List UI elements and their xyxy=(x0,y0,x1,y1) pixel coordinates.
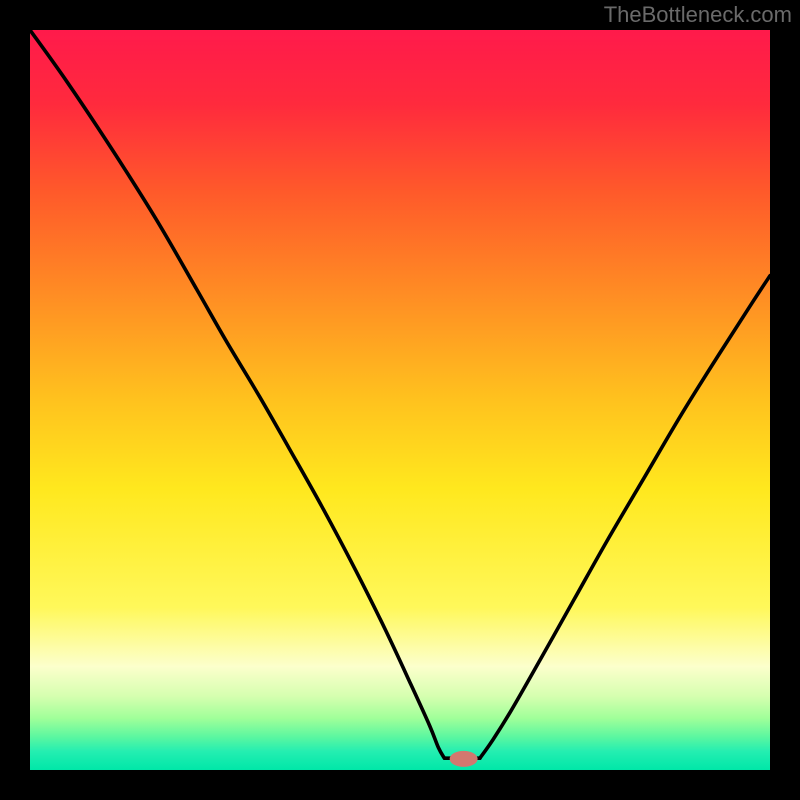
watermark-text: TheBottleneck.com xyxy=(604,2,792,28)
plot-area xyxy=(30,30,770,770)
optimal-point-marker xyxy=(450,751,478,767)
chart-svg xyxy=(30,30,770,770)
bottleneck-chart: TheBottleneck.com xyxy=(0,0,800,800)
